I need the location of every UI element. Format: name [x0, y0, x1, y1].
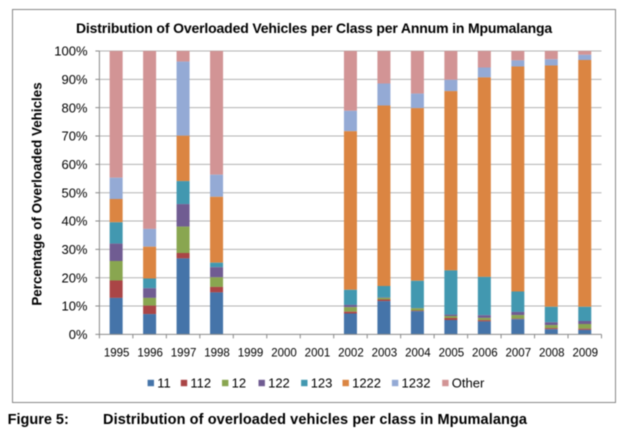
svg-text:11: 11: [157, 375, 171, 390]
svg-text:123: 123: [311, 375, 333, 390]
svg-text:1232: 1232: [402, 375, 431, 390]
svg-text:1996: 1996: [137, 348, 163, 360]
svg-text:2002: 2002: [338, 348, 364, 360]
svg-text:2000: 2000: [271, 348, 297, 360]
svg-text:2006: 2006: [472, 348, 498, 360]
svg-text:30%: 30%: [61, 242, 87, 257]
svg-text:Percentage of Overloaded Vehic: Percentage of Overloaded Vehicles: [29, 82, 44, 305]
svg-text:2007: 2007: [506, 348, 532, 360]
svg-text:60%: 60%: [61, 157, 87, 172]
svg-text:2001: 2001: [305, 348, 331, 360]
svg-text:90%: 90%: [61, 72, 87, 87]
svg-text:50%: 50%: [61, 185, 87, 200]
svg-text:2009: 2009: [572, 348, 598, 360]
svg-text:10%: 10%: [61, 299, 87, 314]
svg-text:122: 122: [268, 375, 290, 390]
svg-text:1222: 1222: [352, 375, 381, 390]
svg-text:1995: 1995: [104, 348, 130, 360]
svg-text:1997: 1997: [171, 348, 197, 360]
svg-text:Figure 5:: Figure 5:: [8, 412, 69, 428]
svg-text:12: 12: [232, 375, 246, 390]
svg-text:1999: 1999: [238, 348, 264, 360]
svg-text:0%: 0%: [69, 327, 88, 342]
svg-text:2005: 2005: [439, 348, 465, 360]
svg-text:2003: 2003: [372, 348, 398, 360]
svg-text:2008: 2008: [539, 348, 565, 360]
svg-text:112: 112: [190, 375, 211, 390]
svg-text:100%: 100%: [54, 44, 88, 59]
svg-text:Distribution of overloaded veh: Distribution of overloaded vehicles per …: [103, 412, 528, 428]
svg-text:Distribution of Overloaded Veh: Distribution of Overloaded Vehicles per …: [76, 20, 552, 36]
svg-text:70%: 70%: [61, 129, 87, 144]
svg-text:80%: 80%: [61, 100, 87, 115]
svg-text:1998: 1998: [204, 348, 230, 360]
svg-text:20%: 20%: [61, 270, 87, 285]
svg-text:2004: 2004: [405, 348, 431, 360]
svg-text:Other: Other: [452, 375, 485, 390]
svg-text:40%: 40%: [61, 214, 87, 229]
